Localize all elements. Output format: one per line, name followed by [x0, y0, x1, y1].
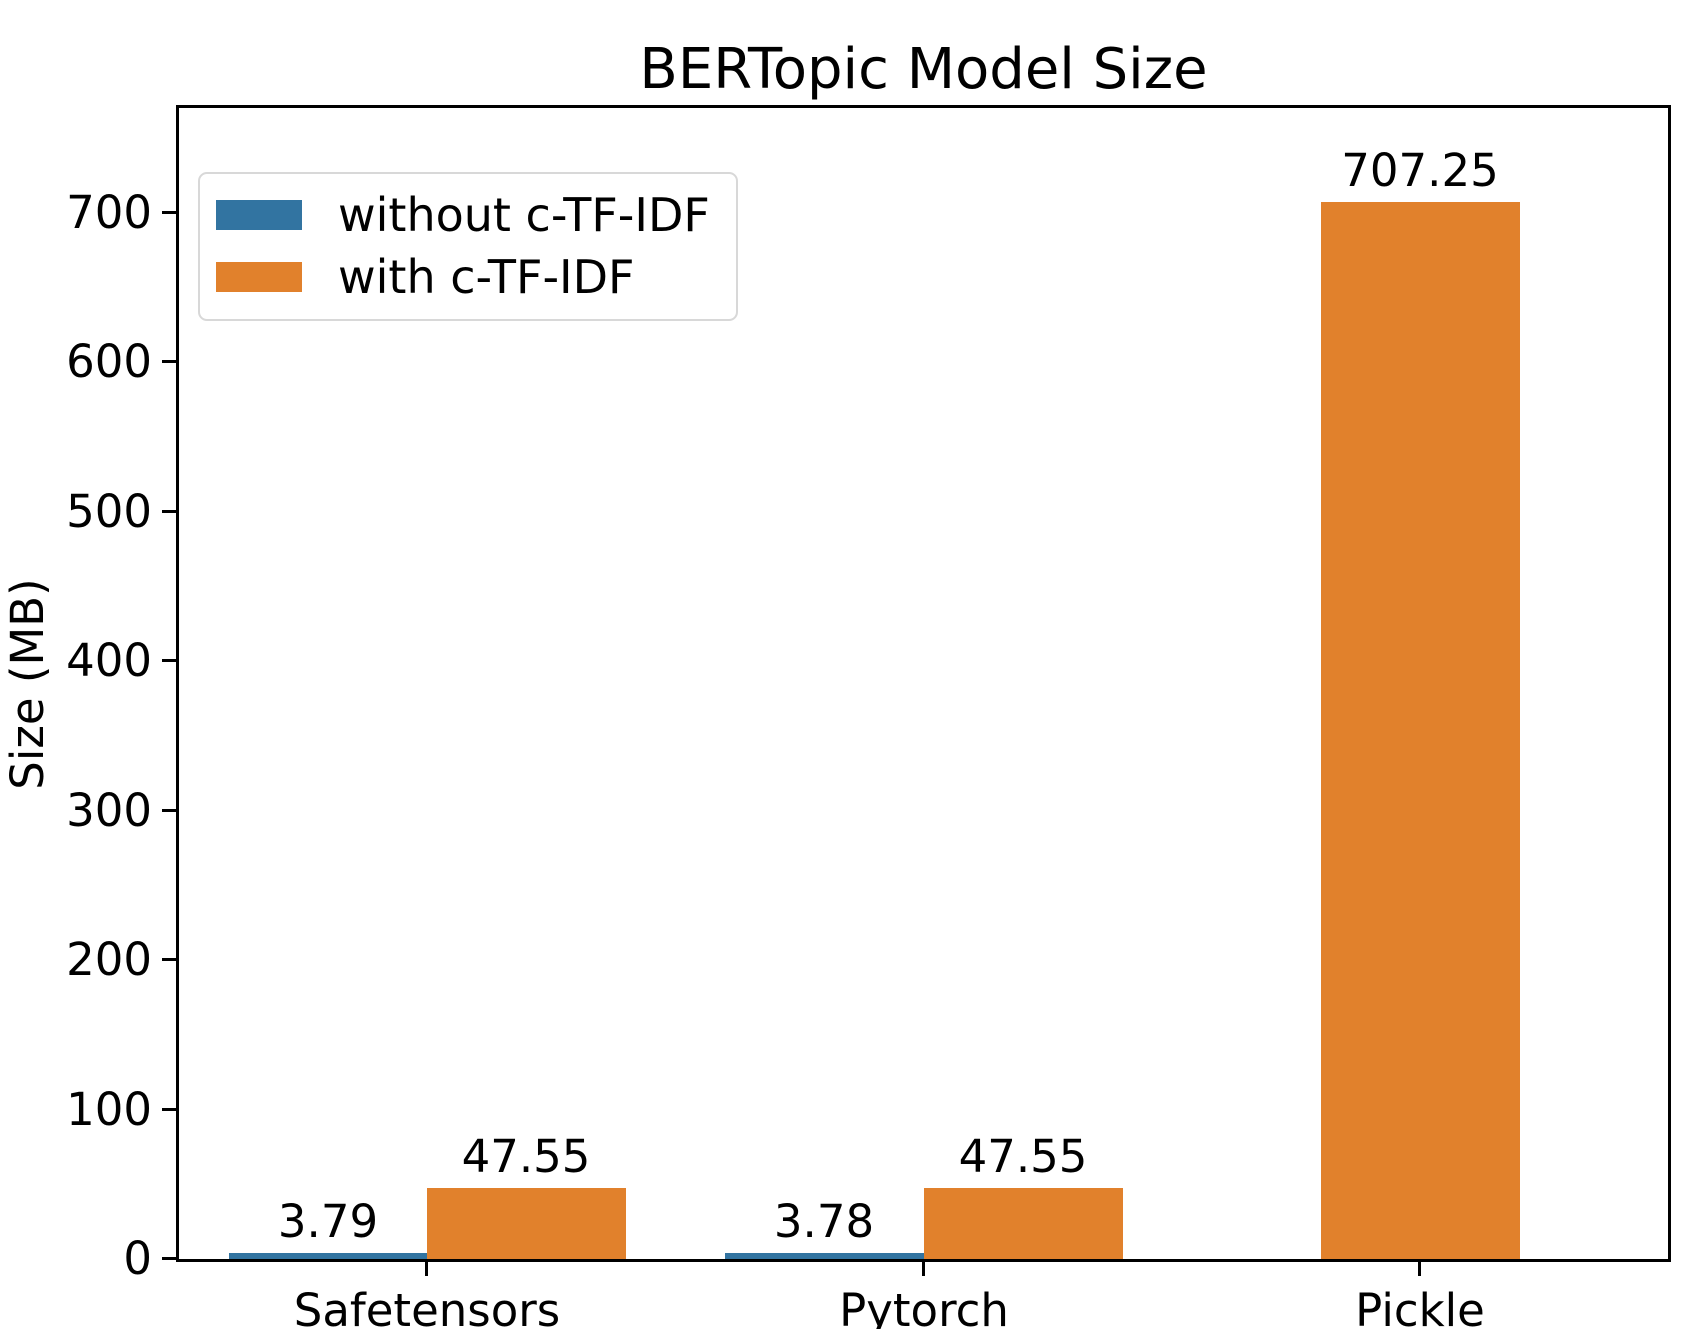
y-tick-label: 0 [123, 1232, 152, 1285]
legend-label: without c-TF-IDF [338, 188, 710, 242]
y-tick-mark [162, 1108, 176, 1111]
legend-swatch-orange-icon [216, 262, 302, 293]
x-tick-label: Pytorch [839, 1284, 1009, 1329]
y-tick-mark [162, 659, 176, 662]
bar [229, 1253, 428, 1259]
y-tick-mark [162, 1257, 176, 1260]
legend-label: with c-TF-IDF [338, 250, 635, 305]
bar [1321, 202, 1520, 1259]
y-tick-label: 500 [66, 485, 152, 538]
y-tick-label: 600 [66, 335, 152, 388]
y-tick-label: 100 [66, 1083, 152, 1136]
x-tick-label: Safetensors [293, 1284, 561, 1329]
bar [924, 1188, 1123, 1259]
x-tick-mark [425, 1262, 428, 1276]
bar-value-label: 3.78 [773, 1195, 875, 1249]
y-tick-label: 400 [66, 634, 152, 687]
y-tick-mark [162, 510, 176, 513]
bar-value-label: 3.79 [277, 1195, 379, 1249]
x-tick-mark [1418, 1262, 1421, 1276]
y-tick-mark [162, 809, 176, 812]
y-tick-mark [162, 211, 176, 214]
bar-value-label: 47.55 [958, 1130, 1088, 1184]
y-tick-mark [162, 958, 176, 961]
bar [725, 1253, 924, 1259]
y-tick-mark [162, 360, 176, 363]
legend-item-without-ctfidf: without c-TF-IDF [216, 188, 710, 242]
bar-value-label: 707.25 [1341, 144, 1499, 198]
x-tick-mark [922, 1262, 925, 1276]
legend: without c-TF-IDF with c-TF-IDF [198, 172, 738, 321]
legend-swatch-blue-icon [216, 200, 302, 231]
x-tick-label: Pickle [1355, 1284, 1485, 1329]
legend-item-with-ctfidf: with c-TF-IDF [216, 250, 710, 304]
chart-title: BERTopic Model Size [639, 37, 1208, 102]
y-tick-label: 700 [66, 186, 152, 239]
y-tick-label: 300 [66, 784, 152, 837]
bar-value-label: 47.55 [461, 1130, 591, 1184]
bar [427, 1188, 626, 1259]
y-tick-label: 200 [66, 933, 152, 986]
